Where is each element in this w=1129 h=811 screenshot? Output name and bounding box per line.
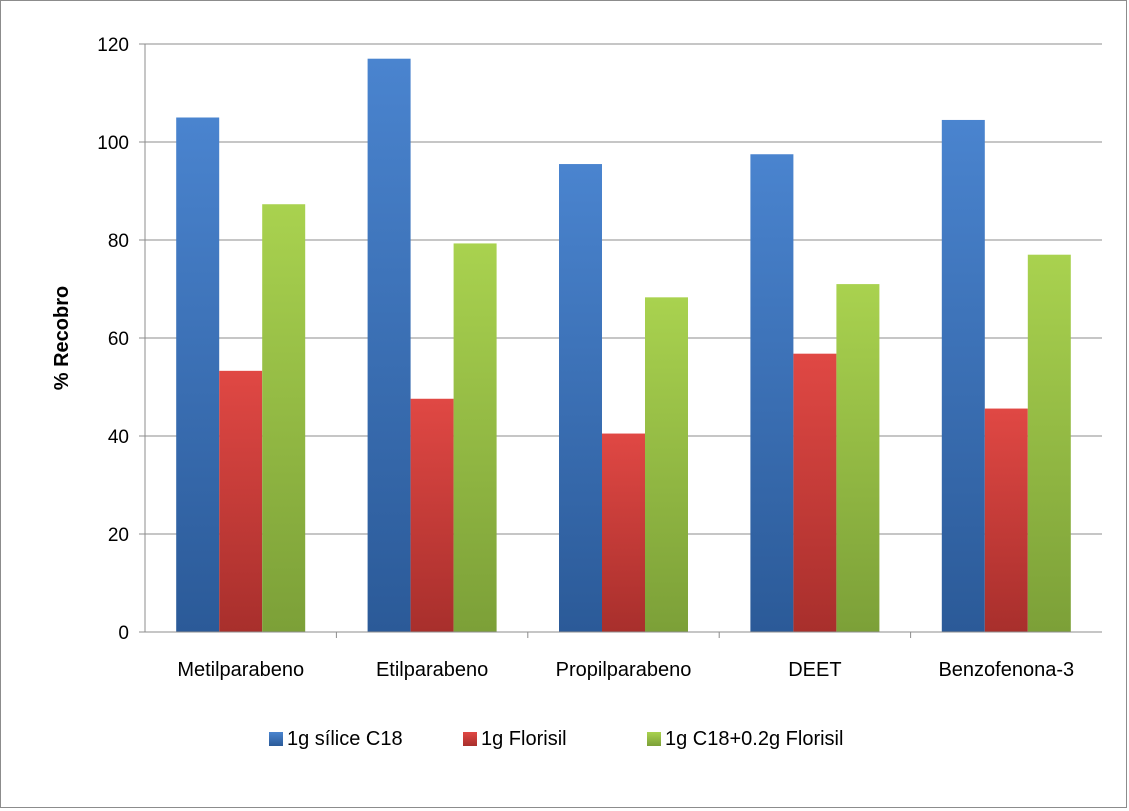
bar-1g sílice C18-Etilparabeno: [367, 58, 411, 632]
legend-swatch: [647, 732, 661, 746]
x-category-label: Propilparabeno: [556, 659, 692, 681]
bars: [176, 58, 1071, 633]
bar-1g C18+0.2g Florisil-Etilparabeno: [453, 243, 497, 632]
bar-1g Florisil-Propilparabeno: [602, 433, 645, 632]
bar-1g C18+0.2g Florisil-Benzofenona-3: [1027, 254, 1071, 632]
y-tick-label: 120: [97, 35, 129, 56]
y-tick-label: 20: [108, 525, 129, 546]
legend-label: 1g Florisil: [481, 728, 567, 750]
legend: 1g sílice C18 1g Florisil 1g C18+0.2g Flor…: [269, 728, 843, 750]
y-tick-label: 0: [118, 623, 129, 644]
legend-label: 1g sílice C18: [287, 728, 403, 750]
bar-1g sílice C18-Propilparabeno: [559, 164, 602, 633]
bar-1g Florisil-Etilparabeno: [410, 398, 454, 632]
x-category-label: Etilparabeno: [376, 659, 488, 681]
bar-1g sílice C18-Benzofenona-3: [941, 119, 985, 632]
x-category-label: DEET: [788, 659, 841, 681]
y-tick-label: 60: [108, 329, 129, 350]
bar-1g Florisil-DEET: [793, 353, 837, 632]
bar-1g Florisil-Metilparabeno: [219, 370, 263, 632]
y-tick-label: 100: [97, 133, 129, 154]
bar-1g sílice C18-Metilparabeno: [176, 117, 220, 632]
bar-1g Florisil-Benzofenona-3: [984, 408, 1028, 632]
labels: 0 20 40 60 80 100 120 Metilparabeno Etilparabeno…: [51, 35, 1074, 681]
x-category-label: Benzofenona-3: [938, 659, 1074, 681]
bar-1g C18+0.2g Florisil-Propilparabeno: [645, 297, 688, 632]
y-tick-label: 80: [108, 231, 129, 252]
y-axis-title: % Recobro: [51, 286, 73, 390]
bar-1g C18+0.2g Florisil-Metilparabeno: [262, 204, 306, 633]
y-tick-label: 40: [108, 427, 129, 448]
bar-1g C18+0.2g Florisil-DEET: [836, 284, 880, 632]
legend-swatch: [463, 732, 477, 746]
legend-swatch: [269, 732, 283, 746]
x-category-label: Metilparabeno: [177, 659, 304, 681]
legend-label: 1g C18+0.2g Florisil: [665, 728, 843, 750]
bar-1g sílice C18-DEET: [750, 154, 794, 632]
axes: [139, 43, 1102, 638]
